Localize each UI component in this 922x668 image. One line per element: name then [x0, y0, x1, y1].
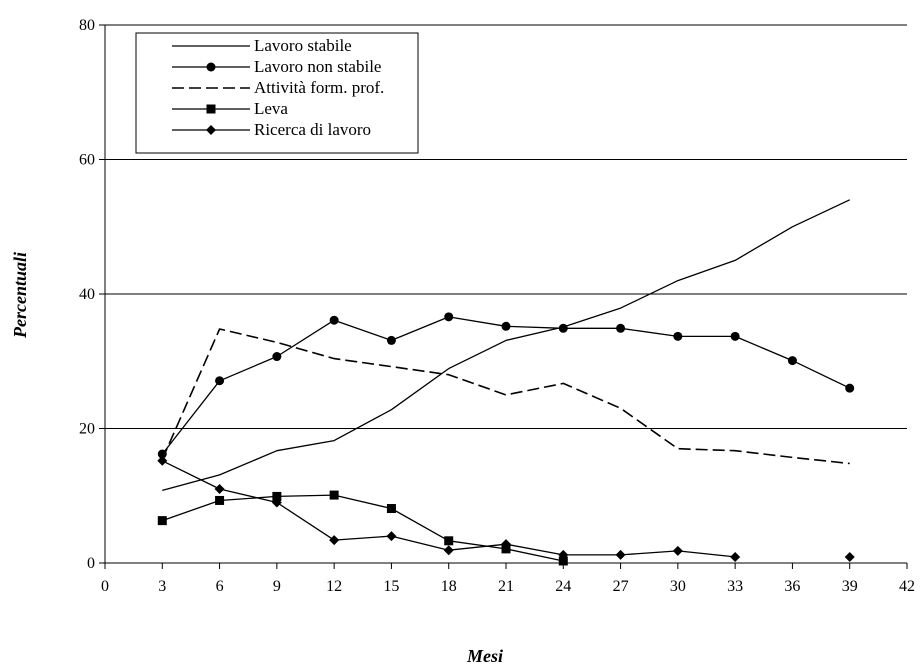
series-attivita-form-prof — [161, 328, 850, 465]
series-line-lavoro-non-stabile — [161, 316, 850, 455]
x-tick-label-39: 39 — [842, 578, 858, 595]
marker-ricerca-di-lavoro-x30 — [672, 545, 683, 556]
series-lavoro-non-stabile — [157, 312, 855, 459]
x-tick-label-36: 36 — [784, 578, 800, 595]
axes — [99, 24, 908, 569]
legend-box — [135, 32, 419, 154]
marker-ricerca-di-lavoro-x3 — [157, 455, 168, 466]
marker-lavoro-non-stabile-x33 — [730, 331, 740, 341]
marker-ricerca-di-lavoro-x6 — [214, 484, 225, 495]
y-tick-labels: 0 20 40 60 80 — [79, 17, 95, 572]
legend-item-leva: Leva — [172, 99, 288, 118]
legend: Lavoro stabile Lavoro non stabile Attività… — [135, 32, 419, 154]
marker-leva-x6 — [215, 495, 225, 505]
marker-leva-x18 — [444, 536, 454, 546]
x-tick-label-3: 3 — [158, 578, 166, 595]
x-tick-label-9: 9 — [273, 578, 281, 595]
marker-lavoro-non-stabile-x21 — [501, 321, 511, 331]
marker-ricerca-di-lavoro-x39 — [844, 551, 855, 562]
x-tick-label-21: 21 — [498, 578, 514, 595]
series-ricerca-di-lavoro — [157, 455, 855, 562]
series-lavoro-stabile — [162, 199, 850, 492]
y-tick-label-0: 0 — [87, 555, 95, 572]
y-tick-label-80: 80 — [79, 17, 95, 34]
legend-marker-leva — [206, 104, 216, 114]
x-tick-label-15: 15 — [383, 578, 399, 595]
marker-lavoro-non-stabile-x3 — [157, 449, 167, 459]
series-line-lavoro-stabile — [162, 199, 850, 492]
y-axis-title: Percentuali — [10, 252, 30, 339]
legend-item-ricerca-di-lavoro: Ricerca di lavoro — [172, 120, 371, 139]
marker-leva-x15 — [386, 504, 396, 514]
x-tick-label-0: 0 — [101, 578, 109, 595]
x-tick-label-24: 24 — [555, 578, 571, 595]
y-tick-label-20: 20 — [79, 421, 95, 438]
x-tick-label-27: 27 — [613, 578, 629, 595]
legend-label-lavoro-non-stabile: Lavoro non stabile — [254, 57, 381, 76]
marker-ricerca-di-lavoro-x33 — [730, 551, 741, 562]
marker-lavoro-non-stabile-x30 — [673, 331, 683, 341]
marker-lavoro-non-stabile-x12 — [329, 315, 339, 325]
legend-item-lavoro-non-stabile: Lavoro non stabile — [172, 57, 381, 76]
marker-ricerca-di-lavoro-x18 — [443, 545, 454, 556]
x-tick-label-42: 42 — [899, 578, 915, 595]
series-line-attivita-form-prof — [161, 328, 850, 465]
x-tick-label-6: 6 — [216, 578, 224, 595]
marker-ricerca-di-lavoro-x12 — [329, 535, 340, 546]
x-tick-label-33: 33 — [727, 578, 743, 595]
legend-marker-lavoro-non-stabile — [206, 62, 216, 72]
marker-leva-x12 — [329, 490, 339, 500]
marker-ricerca-di-lavoro-x9 — [271, 497, 282, 508]
x-tick-label-12: 12 — [326, 578, 342, 595]
marker-ricerca-di-lavoro-x27 — [615, 549, 626, 560]
marker-lavoro-non-stabile-x39 — [845, 383, 855, 393]
marker-leva-x24 — [558, 556, 568, 566]
legend-item-lavoro-stabile: Lavoro stabile — [172, 36, 352, 55]
marker-ricerca-di-lavoro-x21 — [501, 539, 511, 550]
series-line-leva — [162, 494, 564, 562]
y-tick-label-40: 40 — [79, 286, 95, 303]
marker-lavoro-non-stabile-x27 — [616, 323, 626, 333]
marker-ricerca-di-lavoro-x15 — [386, 531, 397, 542]
marker-ricerca-di-lavoro-x24 — [558, 549, 569, 560]
marker-leva-x3 — [157, 516, 167, 526]
legend-label-lavoro-stabile: Lavoro stabile — [254, 36, 352, 55]
marker-lavoro-non-stabile-x24 — [558, 323, 568, 333]
legend-label-ricerca-di-lavoro: Ricerca di lavoro — [254, 120, 371, 139]
x-tick-label-30: 30 — [670, 578, 686, 595]
series-leva — [157, 490, 568, 566]
y-tick-label-60: 60 — [79, 152, 95, 169]
legend-label-attivita-form-prof: Attività form. prof. — [254, 78, 384, 97]
marker-lavoro-non-stabile-x9 — [272, 352, 282, 362]
legend-item-attivita-form-prof: Attività form. prof. — [172, 78, 384, 97]
gridlines — [105, 24, 907, 429]
marker-leva-x9 — [272, 491, 282, 501]
legend-label-leva: Leva — [254, 99, 288, 118]
marker-lavoro-non-stabile-x6 — [215, 376, 225, 386]
marker-lavoro-non-stabile-x15 — [386, 335, 396, 345]
series-layer — [157, 199, 855, 566]
legend-marker-ricerca-di-lavoro — [206, 125, 216, 135]
x-tick-labels: 0 3 6 9 12 15 18 21 24 27 30 33 36 39 42 — [101, 578, 915, 595]
marker-lavoro-non-stabile-x36 — [787, 356, 797, 366]
x-axis-title: Mesi — [466, 646, 503, 666]
x-tick-label-18: 18 — [441, 578, 457, 595]
marker-lavoro-non-stabile-x18 — [444, 312, 454, 322]
